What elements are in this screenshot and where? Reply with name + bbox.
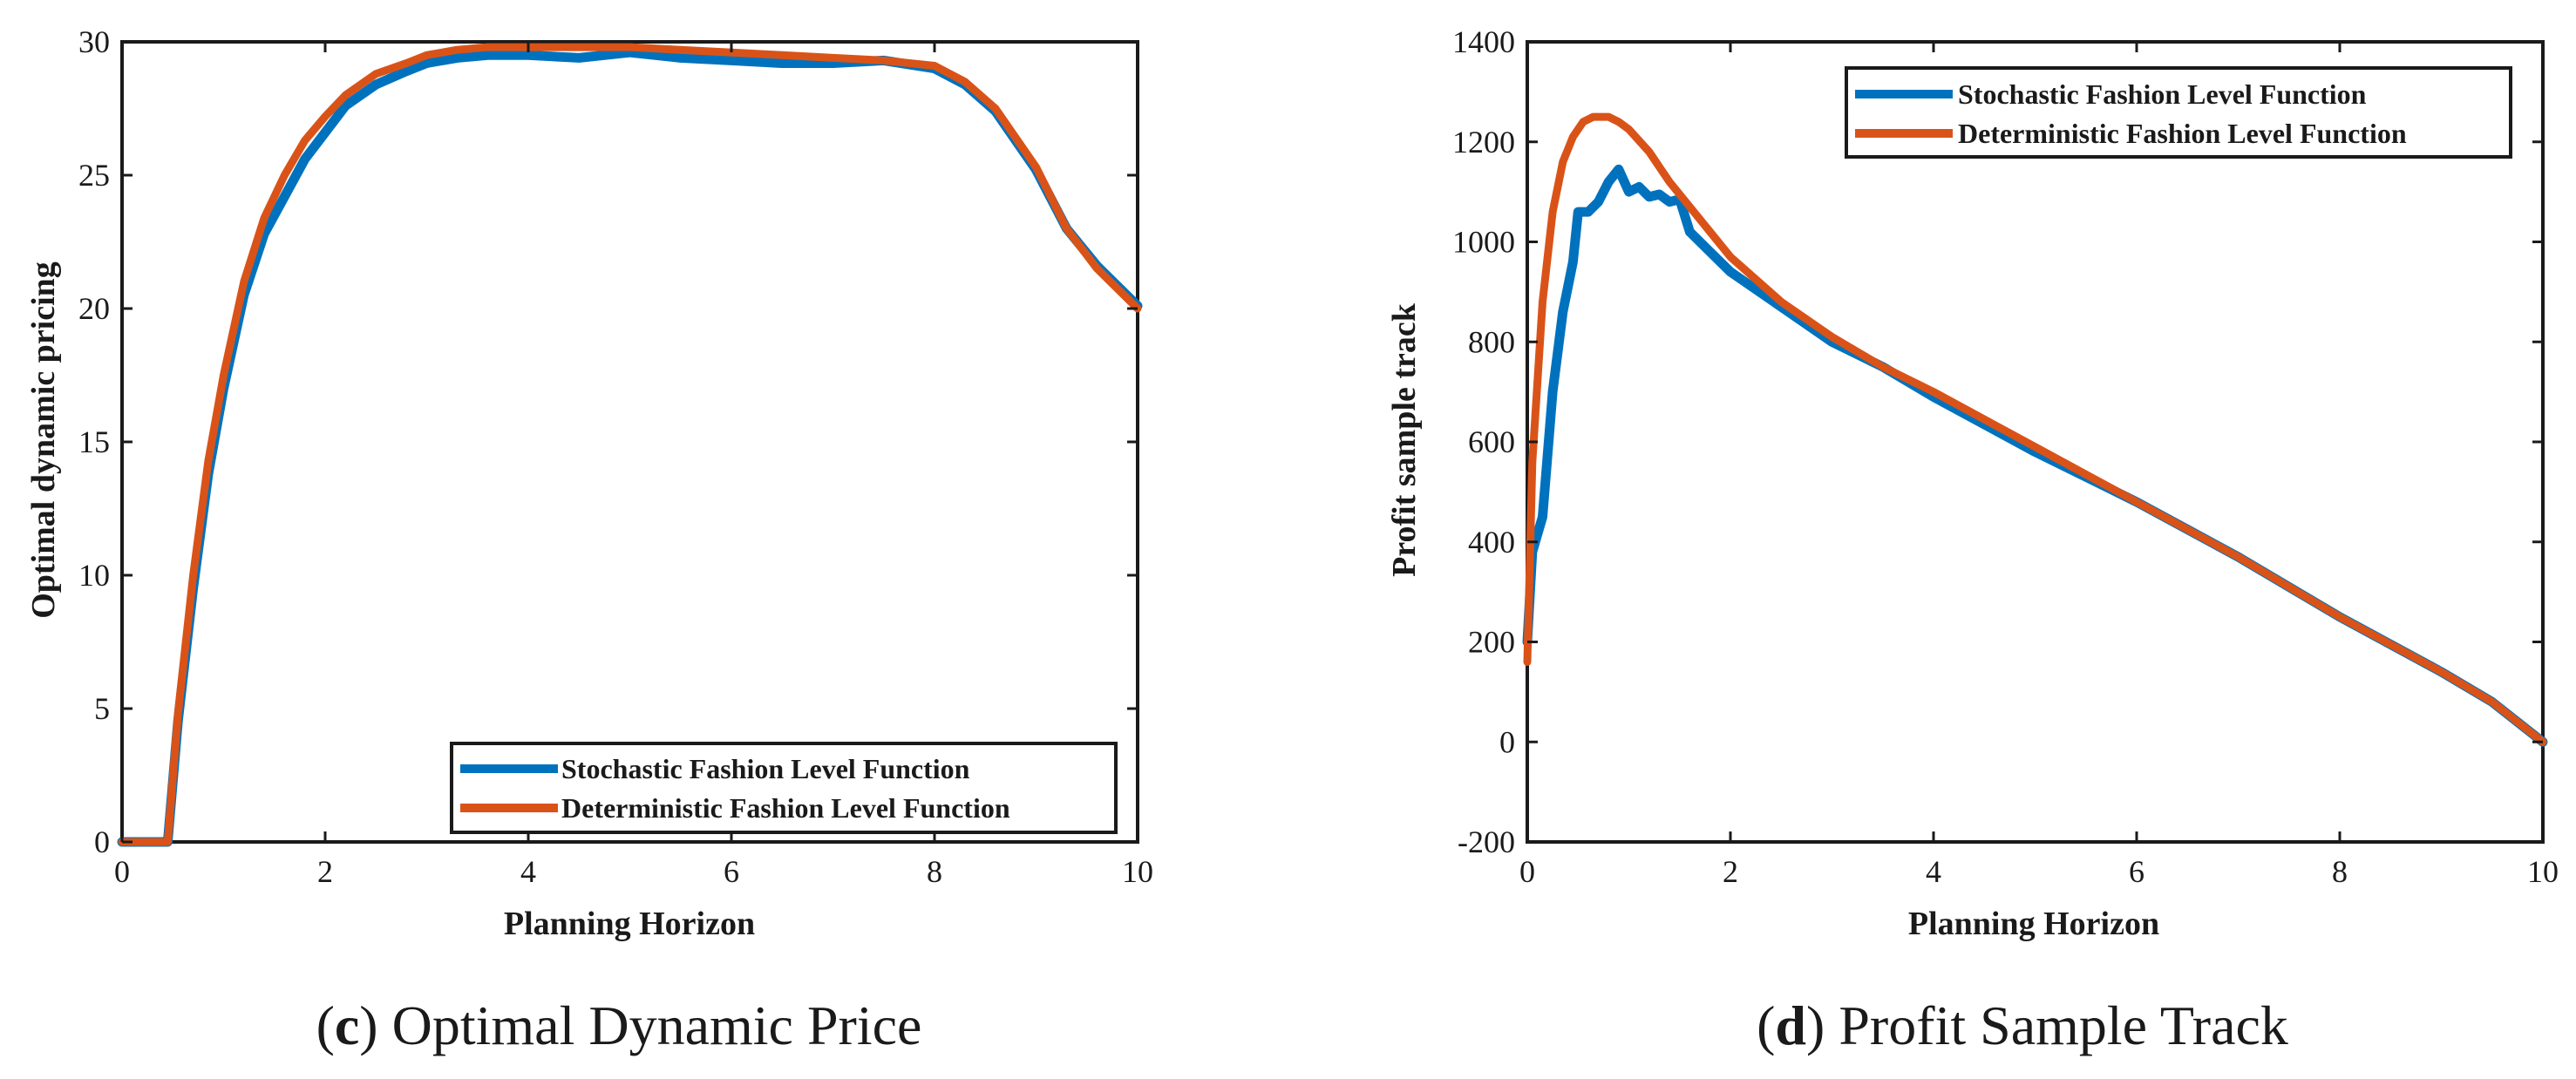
y-axis-label-d: Profit sample track [1386, 302, 1423, 577]
x-tick-label: 2 [1723, 854, 1738, 889]
legend-d: Stochastic Fashion Level Function Determ… [1845, 66, 2512, 159]
plot-box-c [120, 40, 1139, 844]
caption-letter-c: c [335, 994, 359, 1056]
y-tick-label: 400 [1468, 525, 1515, 560]
x-tick-label: 10 [2527, 854, 2559, 889]
legend-box-d [1845, 66, 2512, 159]
plot-frame-c [120, 40, 1139, 844]
x-tick-label: 6 [724, 854, 739, 889]
caption-text-d: Profit Sample Track [1839, 994, 2288, 1056]
caption-text-c: Optimal Dynamic Price [392, 994, 922, 1056]
y-tick-label: 800 [1468, 324, 1515, 359]
y-tick-label: 15 [78, 424, 110, 459]
y-tick-label: 10 [78, 558, 110, 593]
caption-letter-d: d [1775, 994, 1806, 1056]
x-tick-label: 8 [2332, 854, 2348, 889]
x-tick-label: 8 [927, 854, 942, 889]
x-tick-label: 2 [317, 854, 333, 889]
x-tick-label: 6 [2129, 854, 2144, 889]
series-group-c [117, 43, 1143, 847]
legend-label-deterministic-c: Deterministic Fashion Level Function [561, 792, 1010, 824]
y-tick-label: 1400 [1452, 24, 1515, 59]
y-tick-label: 0 [94, 825, 110, 859]
legend-label-deterministic-d: Deterministic Fashion Level Function [1958, 118, 2407, 149]
legend-box-c [450, 742, 1118, 834]
x-tick-label: 10 [1122, 854, 1153, 889]
x-tick-label: 0 [1519, 854, 1535, 889]
y-tick-label: 25 [78, 158, 110, 193]
y-tick-label: 5 [94, 691, 110, 726]
y-tick-label: -200 [1458, 825, 1515, 859]
plot-box-d [1526, 40, 2545, 844]
legend-c: Stochastic Fashion Level Function Determ… [450, 742, 1118, 834]
y-tick-label: 20 [78, 291, 110, 326]
x-tick-label: 4 [520, 854, 536, 889]
y-tick-label: 200 [1468, 625, 1515, 660]
x-axis-label-d: Planning Horizon [1908, 906, 2159, 942]
y-tick-label: 1000 [1452, 225, 1515, 260]
series-line-deterministic [118, 43, 1142, 846]
y-tick-label: 600 [1468, 424, 1515, 459]
chart-panel-c: 0 2 4 6 8 10 0 5 10 15 20 25 30 Planning Horizon Opt… [25, 24, 1153, 1056]
legend-label-stochastic-d: Stochastic Fashion Level Function [1958, 78, 2367, 110]
legend-label-stochastic-c: Stochastic Fashion Level Function [561, 753, 970, 784]
ticks-group-c: 0 2 4 6 8 10 0 5 10 15 20 25 30 [78, 24, 1153, 889]
y-tick-label: 30 [78, 24, 110, 59]
y-tick-label: 1200 [1452, 125, 1515, 159]
caption-c: (c) Optimal Dynamic Price [316, 994, 922, 1056]
y-tick-label: 0 [1499, 724, 1515, 759]
plot-frame-d [1526, 40, 2545, 844]
caption-d: (d) Profit Sample Track [1757, 994, 2288, 1056]
series-group-d [1522, 112, 2548, 747]
x-axis-label-c: Planning Horizon [504, 906, 755, 942]
y-axis-label-c: Optimal dynamic pricing [25, 261, 62, 619]
x-tick-label: 0 [114, 854, 130, 889]
x-tick-label: 4 [1926, 854, 1941, 889]
series-line-deterministic [1523, 112, 2547, 746]
